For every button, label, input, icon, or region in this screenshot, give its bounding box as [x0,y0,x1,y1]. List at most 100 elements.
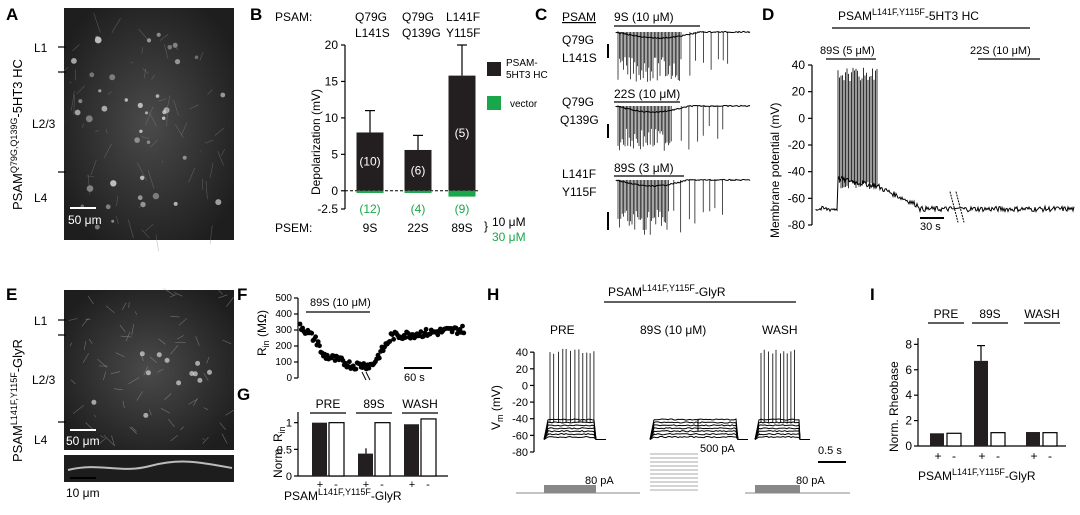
neuron-soma [174,59,181,65]
f-point [313,334,318,340]
b-ytick-label: -2.5 [317,202,338,216]
neuron-soma [137,102,143,108]
b-n-vector: (9) [455,202,470,216]
neurite [95,130,100,132]
h-ytick-label: -40 [512,414,528,426]
neuron-soma [155,94,160,98]
layer-label-l4: L4 [34,191,48,205]
neuron-soma [124,98,128,102]
h-trace [543,430,606,441]
neurite [97,358,108,368]
f-ytick-label: 500 [275,293,292,304]
h-cond-89s: 89S (10 μM) [640,323,706,337]
h-trace [543,424,606,441]
panel-label-d: D [762,5,774,24]
b-ytick-label: 10 [325,111,339,125]
h-ytick-label: 20 [516,364,528,376]
neurite [73,94,75,115]
i-bar-minus [1042,432,1058,447]
neurite [200,150,202,152]
neurite [87,295,94,305]
neurite [69,81,72,84]
i-group-label: PRE [934,307,959,321]
panel-c-header: PSAM [562,10,596,24]
neurite [130,61,133,64]
neurite [188,399,198,405]
neurite [195,336,200,346]
neuron-soma [95,35,99,40]
neurite [206,356,210,364]
neuron-soma [176,380,182,386]
neurite [121,302,127,311]
panel-c: PSAM Q79G L141S 9S (10 μM) Q79G Q139G 22… [560,10,751,235]
neurite [128,377,140,385]
panel-g-ylabel: Norm. Rin [271,426,287,478]
neurite [193,397,198,407]
neurite [149,409,152,416]
neurite [143,68,147,79]
conc-30: 30 μM [492,230,526,244]
neurite [81,318,89,327]
neuron-soma [110,180,117,187]
b-bar-psam [356,132,384,191]
neuron-soma [143,412,149,418]
neurite [173,292,183,297]
h-trace [649,430,748,441]
legend-psam-line2: 5HT3 HC [506,70,548,81]
neurite [164,393,172,401]
legend-swatch-psam [487,62,501,76]
neurite [107,91,112,95]
b-bar-vector [448,190,476,197]
c-row2-var1: Q79G [562,95,594,109]
h-trace [649,421,748,441]
neurite [150,139,159,148]
d-ytick-label: 20 [792,85,806,99]
neurite [202,436,209,444]
neuron-soma [215,199,222,206]
psam-col3-line1: L141F [446,10,480,24]
b-n-psam: (5) [455,126,470,140]
h-current2: 500 pA [700,443,736,455]
f-point [332,358,338,363]
neurite [136,391,143,401]
panel-label-c: C [535,5,547,24]
d-ytick-label: -60 [788,191,806,205]
neurite [209,225,213,245]
i-bar-plus [974,360,988,446]
panel-h: PSAML141F,Y115F-GlyR PRE 89S (10 μM) WAS… [489,283,850,494]
micrograph-e [64,290,234,450]
neurite [157,368,164,373]
neurite [120,335,132,338]
layer-label-l23: L2/3 [32,117,56,131]
axis-d: 40 20 0 -20 -40 -60 -80 [788,58,813,232]
neuron-soma [194,55,199,60]
neurite [87,174,91,195]
b-ytick-label: 15 [325,74,339,88]
e-layer-l4: L4 [34,433,48,447]
neurite [100,435,104,438]
h-trace [543,418,606,441]
i-bar-plus [930,433,944,446]
b-n-psam: (6) [411,163,426,177]
f-point [408,335,413,341]
b-bar-vector [356,190,384,193]
conc-10: 10 μM [492,215,526,229]
i-sub-label: + [1030,449,1037,463]
c-currents [617,32,729,82]
neurite [137,162,147,181]
neurite [93,12,101,33]
e-layer-l1: L1 [34,314,48,328]
panel-g-xlabel: PSAML141F,Y115F-GlyR [284,487,402,503]
neurite [134,311,138,315]
f-point [418,329,424,335]
neurite [138,206,141,209]
h-current1: 80 pA [585,475,614,487]
neurite [81,123,84,129]
neurite [72,404,85,414]
b-n-vector: (4) [411,202,426,216]
b-ytick-label: 20 [325,38,339,52]
neurite [202,179,204,190]
